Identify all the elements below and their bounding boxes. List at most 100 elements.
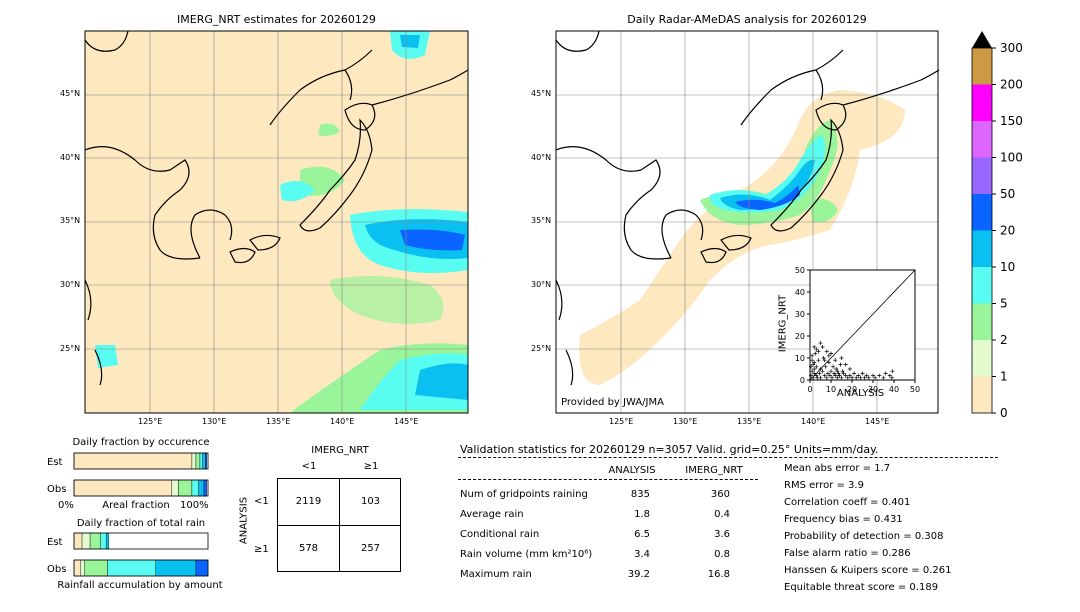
scatter-point [812,371,817,376]
scatter-x-tick-label: 0 [807,385,812,394]
scatter-point [810,358,815,363]
occurrence-bar-segment-frame [73,479,209,497]
stat-label: Rain volume (mm km²10⁶) [460,549,593,560]
scatter-point [843,373,848,378]
scatter-point [816,349,821,354]
scatter-point [860,371,865,376]
rain-fraction-bar-segment [100,532,107,550]
scatter-y-tick-label: 30 [795,310,805,319]
right-lon-130: 130°E [673,417,698,426]
scatter-point [823,364,828,369]
scatter-x-tick-label: 40 [889,385,899,394]
colorbar-segment [972,157,992,194]
coastline [299,118,373,232]
scatter-point [810,369,815,374]
rain-fraction-bar-segment-frame [73,532,209,550]
stat-analysis: 1.8 [634,509,650,520]
coastline [344,102,376,131]
contingency-row-lt1: <1 [254,496,269,507]
coastline [555,279,574,386]
colorbar-segment [972,84,992,121]
scatter-point [824,375,829,380]
colorbar-segment [972,376,992,413]
left-lat-35: 35°N [60,216,81,225]
contingency-col-lt1: <1 [301,461,317,472]
score-pod: Probability of detection = 0.308 [784,531,944,542]
scatter-y-tick-label: 20 [795,332,805,341]
right-lon-125: 125°E [609,417,634,426]
scatter-point [822,373,827,378]
occurrence-bar-segment [73,452,193,470]
scatter-point [822,358,827,363]
coastline [190,209,233,259]
scatter-point [847,373,852,378]
scatter-point [810,353,815,358]
scatter-point [831,364,836,369]
right-lat-25: 25°N [531,344,552,353]
scatter-y-tick-label: 0 [800,376,805,385]
coastline [740,49,844,126]
occurrence-bar-segment [191,452,197,470]
right-lat-30: 30°N [531,280,552,289]
scatter-point [833,358,838,363]
right-lon-145: 145°E [865,417,890,426]
scatter-x-tick-label: 50 [910,385,920,394]
rain-fraction-bar-segment [84,559,108,577]
coastline [371,69,469,106]
colorbar-ticks: 0 1 2 5 10 20 50 100 150 200 300 [992,41,1023,420]
scatter-point [840,369,845,374]
scatter-point [825,371,830,376]
scatter-point [809,373,814,378]
rain-fraction-xlabel: Rainfall accumulation by amount [57,580,223,591]
right-map-coastlines [555,30,940,386]
right-map-frame [555,30,939,414]
scatter-y-tick-label: 10 [795,354,805,363]
scatter-y-ticks: 0 10 20 30 40 50 [795,266,810,385]
scatter-point [877,373,882,378]
scatter-point [826,353,831,358]
scatter-point [821,356,826,360]
colorbar-segment [972,121,992,158]
score-freq-bias: Frequency bias = 0.431 [784,514,903,525]
right-lon-140: 140°E [801,417,826,426]
colorbar-tick-label: 300 [1000,41,1023,55]
validation-col-analysis: ANALYSIS [608,465,656,476]
occurrence-bar-segment [202,452,206,470]
left-lon-140: 140°E [330,417,355,426]
rain-fraction-bar-segment [107,559,156,577]
scatter-y-tick-label: 50 [795,266,805,275]
left-map-coastlines [84,30,469,386]
contingency-row-title: ANALYSIS [238,496,250,545]
left-lat-40: 40°N [60,153,81,162]
score-ets: Equitable threat score = 0.189 [784,582,939,593]
scatter-point [858,375,863,380]
scatter-point [814,373,819,378]
occurrence-xlabel: Areal fraction [102,500,170,511]
rain-est-label: Est [47,537,63,548]
contingency-title: IMERG_NRT [311,445,369,456]
occurrence-xmin: 0% [58,500,74,511]
scatter-plot: 0 10 20 30 40 50 0 10 20 30 40 50 [795,266,920,394]
scatter-point [832,371,837,376]
left-lat-45: 45°N [60,89,81,98]
scatter-point [887,373,892,378]
occurrence-bars [73,452,209,497]
scatter-point [816,358,821,363]
left-lat-25: 25°N [60,344,81,353]
scatter-point [834,367,839,371]
colorbar-tick-label: 10 [1000,260,1015,274]
coastline [555,30,600,52]
occurrence-bar-segment [199,452,203,470]
colorbar-tick-label: 100 [1000,151,1023,165]
coastline [229,247,256,264]
colorbar-segment [972,267,992,304]
rain-fraction-bar-segment-frame [73,559,209,577]
coastline [249,234,281,251]
contingency-cell-c: 578 [298,543,319,554]
colorbar-tick-label: 0 [1000,406,1008,420]
scatter-point [856,373,861,378]
occurrence-bar-segment [205,452,207,470]
scatter-point [843,362,848,367]
occurrence-obs-label: Obs [47,484,67,495]
